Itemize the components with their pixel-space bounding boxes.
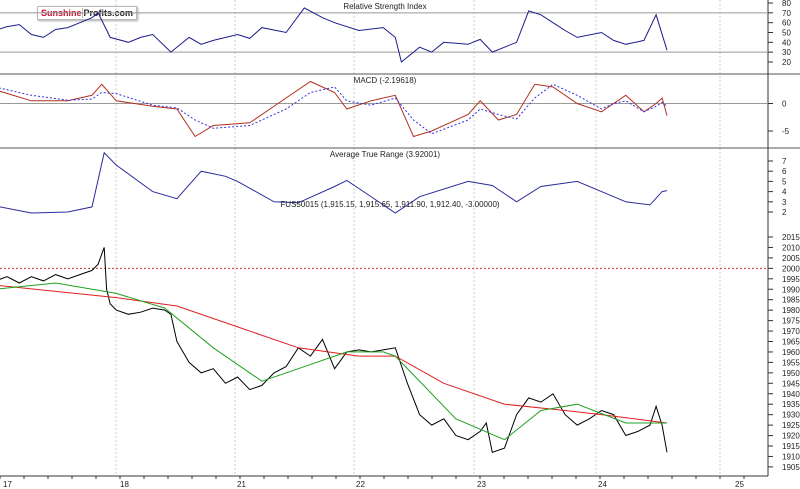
y-tick-label: 1940 <box>782 390 800 399</box>
y-tick-label: 60 <box>782 19 791 28</box>
y-tick-label: 20 <box>782 58 791 67</box>
y-tick-label: 1965 <box>782 338 800 347</box>
y-tick-label: 2015 <box>782 233 800 242</box>
y-tick-label: 7 <box>782 157 787 166</box>
x-tick-label: 18 <box>120 480 129 489</box>
y-tick-label: 1960 <box>782 348 800 357</box>
y-tick-label: 1935 <box>782 400 800 409</box>
y-tick-label: 70 <box>782 9 791 18</box>
y-tick-label: 1920 <box>782 432 800 441</box>
panel-2: 765 432 Average True Range (3.92001) <box>0 150 787 217</box>
y-tick-label: 80 <box>782 0 791 8</box>
y-tick-label: 4 <box>782 188 787 197</box>
series-rsi <box>0 7 668 63</box>
y-tick-label: 6 <box>782 167 787 176</box>
y-tick-label: 1930 <box>782 411 800 420</box>
x-tick-label: 23 <box>477 480 486 489</box>
x-tick-label: 22 <box>356 480 365 489</box>
y-tick-label: 1985 <box>782 296 800 305</box>
y-tick-label: 2 <box>782 208 787 217</box>
y-tick-label: 3 <box>782 198 787 207</box>
series-atr <box>0 151 668 214</box>
y-tick-label: 1990 <box>782 285 800 294</box>
y-tick-label: 1945 <box>782 379 800 388</box>
y-tick-label: 1950 <box>782 369 800 378</box>
panel-title: MACD (-2.19618) <box>354 76 417 85</box>
y-tick-label: 2000 <box>782 264 800 273</box>
y-tick-label: 1925 <box>782 421 800 430</box>
series-short-ma <box>0 282 667 441</box>
panel-title: Average True Range (3.92001) <box>330 150 440 159</box>
y-tick-label: 1980 <box>782 306 800 315</box>
series-macd <box>0 80 668 138</box>
panel-1: 0 -5 MACD (-2.19618) <box>0 76 790 138</box>
y-tick-label: 1910 <box>782 452 800 461</box>
y-tick-label: 1995 <box>782 275 800 284</box>
x-tick-label: 21 <box>237 480 246 489</box>
y-tick-label: -5 <box>782 127 790 136</box>
y-tick-label: 0 <box>782 100 787 109</box>
y-tick-label: 1955 <box>782 358 800 367</box>
x-tick-label: 24 <box>598 480 607 489</box>
panel-title: FUS50015 (1,915.15, 1,915.65, 1,911.90, … <box>280 200 499 209</box>
y-tick-label: 2010 <box>782 243 800 252</box>
series-signal <box>0 83 668 135</box>
panel-title: Relative Strength Index <box>343 2 426 11</box>
y-tick-label: 1970 <box>782 327 800 336</box>
y-tick-label: 1975 <box>782 317 800 326</box>
y-tick-label: 30 <box>782 48 791 57</box>
series-long-ma <box>0 285 668 424</box>
x-tick-label: 17 <box>3 480 12 489</box>
y-tick-label: 1905 <box>782 463 800 472</box>
series-price <box>0 247 668 453</box>
y-tick-label: 50 <box>782 28 791 37</box>
y-tick-label: 40 <box>782 38 791 47</box>
y-tick-label: 1915 <box>782 442 800 451</box>
y-tick-label: 2005 <box>782 254 800 263</box>
y-tick-label: 5 <box>782 177 787 186</box>
x-tick-label: 25 <box>735 480 744 489</box>
